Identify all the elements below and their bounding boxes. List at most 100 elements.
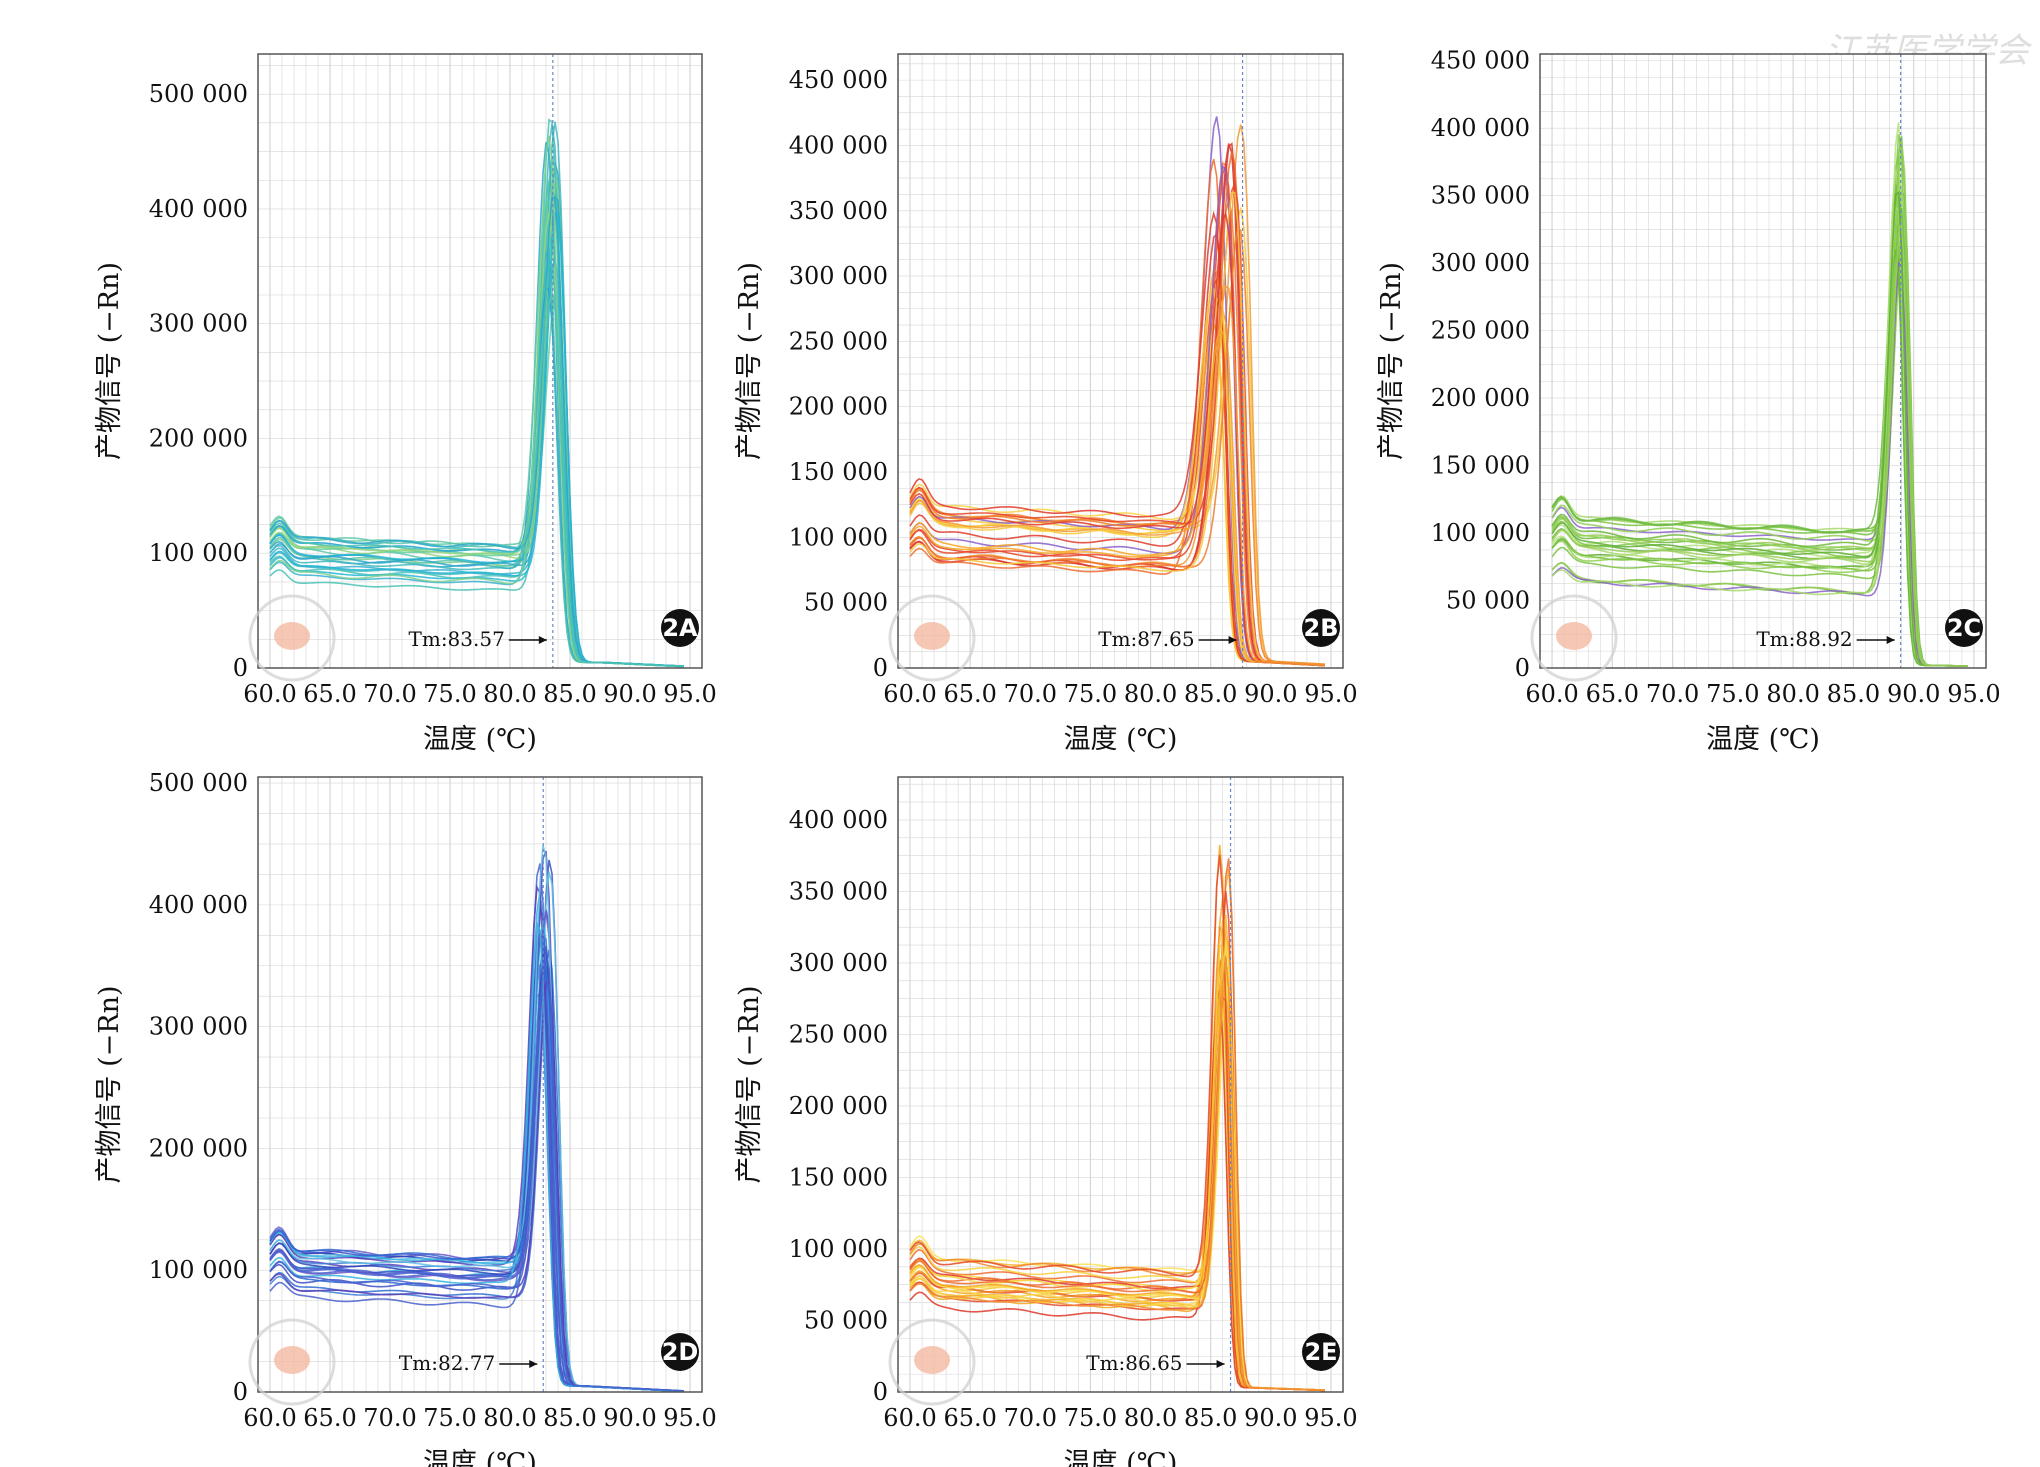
y-tick-label: 100 000	[789, 523, 888, 551]
y-tick-label: 50 000	[804, 589, 888, 617]
y-tick-label: 0	[873, 1378, 888, 1406]
x-tick-label: 75.0	[1064, 680, 1117, 708]
y-tick-label: 500 000	[149, 769, 248, 797]
y-tick-label: 350 000	[789, 197, 888, 225]
series-group	[269, 845, 685, 1393]
y-tick-label: 300 000	[149, 1013, 248, 1041]
x-tick-label: 80.0	[1124, 680, 1177, 708]
melt-curve-24	[1551, 204, 1968, 667]
y-tick-label: 200 000	[789, 393, 888, 421]
y-tick-label: 0	[233, 654, 248, 682]
panel-badge	[661, 1333, 699, 1371]
plot-frame	[897, 776, 1344, 1393]
x-tick-label: 60.0	[243, 680, 296, 708]
x-tick-label: 65.0	[303, 1404, 356, 1432]
panel-label: 2A	[662, 614, 698, 642]
y-axis-label: 产物信号 (−Rn)	[1376, 262, 1407, 460]
y-tick-label: 50 000	[1446, 587, 1530, 615]
seal-mark	[248, 1318, 336, 1406]
panel-label: 2D	[662, 1338, 699, 1366]
plot-frame	[897, 53, 1344, 669]
panel-badge	[1302, 609, 1340, 647]
melt-curve-26	[269, 262, 685, 668]
x-tick-label: 85.0	[543, 1404, 596, 1432]
tm-arrowhead	[538, 636, 547, 644]
series-group	[909, 845, 1326, 1392]
melt-curve-17	[1551, 134, 1968, 667]
melt-curve-22	[1551, 141, 1968, 667]
x-tick-label: 75.0	[423, 1404, 476, 1432]
melt-curve-23	[909, 326, 1326, 667]
tm-label: Tm:86.65	[1086, 1351, 1182, 1375]
y-tick-label: 100 000	[789, 1235, 888, 1263]
y-tick-label: 0	[1515, 654, 1530, 682]
x-tick-label: 90.0	[1244, 1404, 1297, 1432]
x-tick-label: 80.0	[483, 1404, 536, 1432]
y-tick-label: 300 000	[789, 262, 888, 290]
x-tick-label: 95.0	[663, 1404, 716, 1432]
x-tick-label: 75.0	[423, 680, 476, 708]
plot-area	[258, 54, 702, 668]
x-tick-label: 60.0	[243, 1404, 296, 1432]
y-tick-label: 400 000	[789, 806, 888, 834]
seal-map-shape	[914, 622, 950, 650]
x-tick-label: 65.0	[1586, 680, 1639, 708]
x-tick-label: 95.0	[1947, 680, 2000, 708]
melt-curve-12	[909, 200, 1326, 666]
panel-label: 2B	[1304, 614, 1339, 642]
x-tick-label: 80.0	[483, 680, 536, 708]
y-axis-label: 产物信号 (−Rn)	[94, 262, 125, 460]
y-tick-label: 400 000	[1431, 114, 1530, 142]
x-axis-label: 温度 (℃)	[1706, 724, 1820, 755]
plot-frame	[1539, 53, 1987, 669]
y-axis-label: 产物信号 (−Rn)	[734, 262, 765, 460]
melt-curve-21	[1551, 135, 1968, 667]
x-tick-label: 60.0	[1525, 680, 1578, 708]
x-tick-label: 60.0	[883, 680, 936, 708]
x-tick-label: 65.0	[303, 680, 356, 708]
series-group	[269, 118, 685, 668]
tm-arrowhead	[529, 1360, 538, 1368]
panel-badge	[1302, 1333, 1340, 1371]
y-tick-label: 0	[873, 654, 888, 682]
panel-badge	[661, 609, 699, 647]
y-axis-label: 产物信号 (−Rn)	[94, 986, 125, 1184]
x-tick-label: 70.0	[363, 680, 416, 708]
x-tick-label: 75.0	[1064, 1404, 1117, 1432]
x-tick-label: 70.0	[1004, 1404, 1057, 1432]
tm-label: Tm:83.57	[409, 627, 505, 651]
y-tick-label: 300 000	[149, 310, 248, 338]
x-tick-label: 70.0	[1004, 680, 1057, 708]
y-tick-label: 0	[233, 1378, 248, 1406]
melt-curve-26	[269, 946, 685, 1392]
tm-arrowhead	[1886, 636, 1895, 644]
y-tick-label: 50 000	[804, 1306, 888, 1334]
x-tick-label: 85.0	[543, 680, 596, 708]
chart-2C: Tm:88.92 2C 0 50 000 100 000 150 000 200 000 25…	[1376, 47, 2001, 755]
tm-label: Tm:88.92	[1756, 627, 1852, 651]
y-tick-label: 300 000	[1431, 249, 1530, 277]
chart-2D: Tm:82.77 2D 0 100 000 200 000 300 000 400 000 5…	[94, 769, 717, 1467]
y-axis-label: 产物信号 (−Rn)	[734, 986, 765, 1184]
grid	[898, 777, 1343, 1393]
x-axis-label: 温度 (℃)	[1064, 724, 1178, 755]
y-tick-label: 400 000	[789, 131, 888, 159]
y-tick-label: 400 000	[149, 891, 248, 919]
x-tick-label: 95.0	[1304, 1404, 1357, 1432]
tm-arrowhead	[1228, 636, 1237, 644]
x-tick-label: 85.0	[1184, 680, 1237, 708]
plot-frame	[257, 776, 703, 1393]
melt-curve-24	[909, 191, 1326, 666]
x-tick-label: 85.0	[1827, 680, 1880, 708]
x-tick-label: 90.0	[603, 1404, 656, 1432]
chart-2E: Tm:86.65 2E 0 50 000 100 000 150 000 200 000 25…	[734, 776, 1358, 1467]
x-axis-label: 温度 (℃)	[423, 1448, 537, 1467]
melt-curve-25	[1551, 191, 1968, 667]
x-tick-label: 90.0	[1887, 680, 1940, 708]
x-tick-label: 75.0	[1706, 680, 1759, 708]
y-tick-label: 350 000	[789, 877, 888, 905]
tm-label: Tm:87.65	[1098, 627, 1194, 651]
seal-map-shape	[274, 622, 310, 650]
panel-badge	[1945, 609, 1983, 647]
panel-label: 2C	[1947, 614, 1981, 642]
